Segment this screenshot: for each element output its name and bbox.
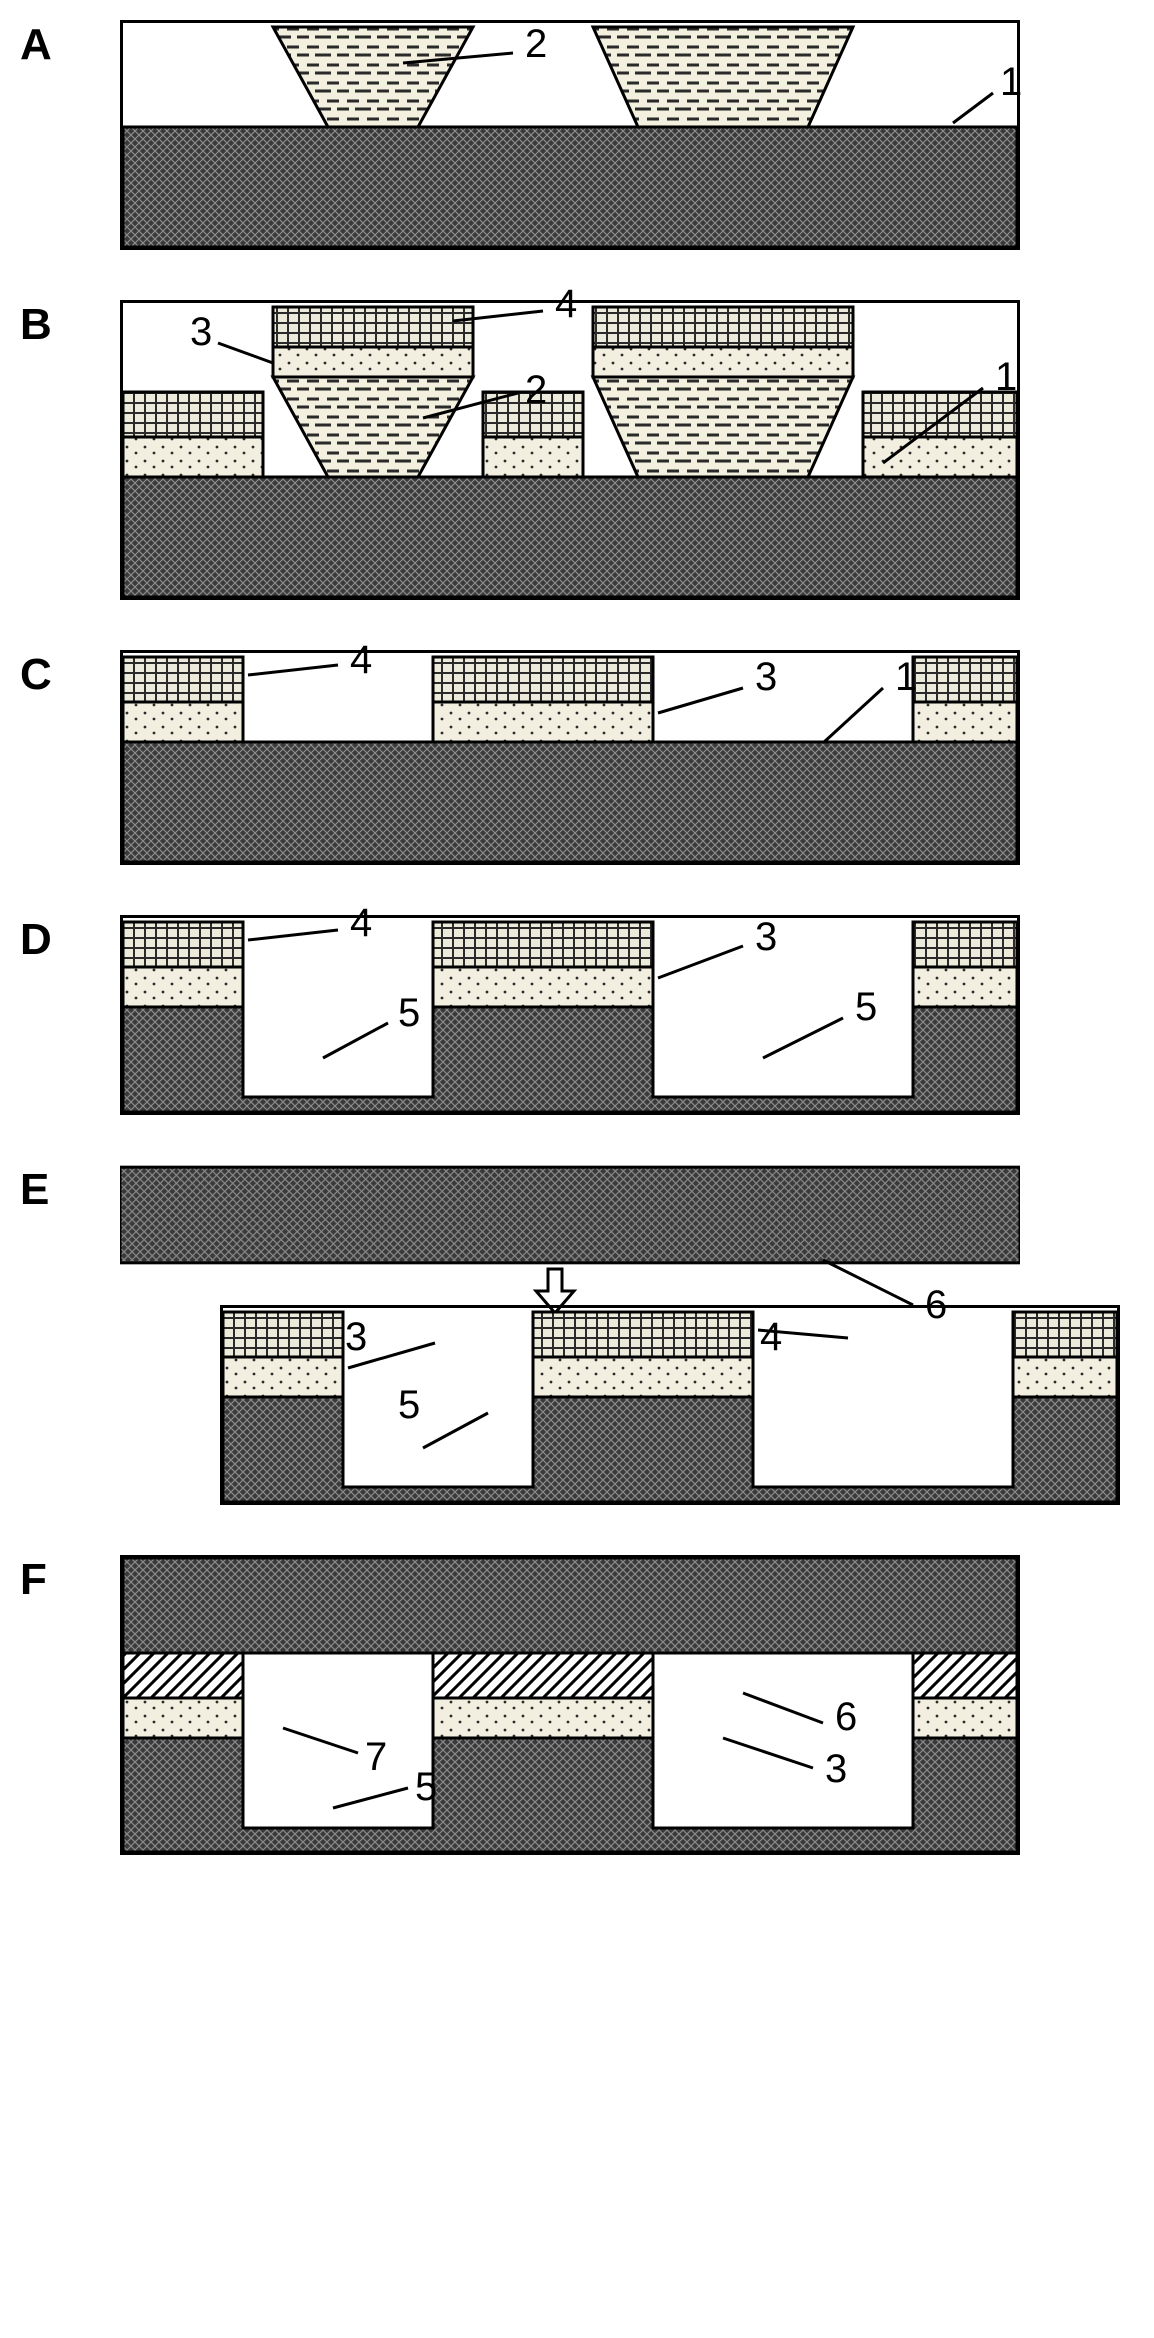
- callout-6: 6: [925, 1283, 947, 1328]
- callout-1: 1: [895, 655, 917, 700]
- callout-4: 4: [760, 1315, 782, 1360]
- panel-D: D 4 3 5 5: [20, 915, 1134, 1115]
- layer3-mid: [483, 437, 583, 477]
- layer3-left: [123, 437, 263, 477]
- callout-4: 4: [350, 901, 372, 946]
- callout-6: 6: [835, 1695, 857, 1740]
- panel-label: C: [20, 650, 52, 700]
- panel-label: B: [20, 300, 52, 350]
- diagram-F: [120, 1555, 1020, 1855]
- panel-label: A: [20, 20, 52, 70]
- callout-4: 4: [350, 638, 372, 683]
- process-figure: A 2 1 B: [20, 20, 1134, 1855]
- callout-4: 4: [555, 282, 577, 327]
- diagram-A: [120, 20, 1020, 250]
- bond-left: [123, 1653, 243, 1698]
- diagram-D: [120, 915, 1020, 1115]
- callout-1: 1: [995, 355, 1017, 400]
- diagram-C: [120, 650, 1020, 865]
- panel-label: E: [20, 1165, 49, 1215]
- trapezoid-small: [273, 27, 473, 127]
- callout-3: 3: [345, 1315, 367, 1360]
- callout-3: 3: [755, 915, 777, 960]
- callout-5-right: 5: [855, 985, 877, 1030]
- bond-right: [913, 1653, 1017, 1698]
- substrate-bonded: [123, 1738, 1017, 1852]
- trapezoid-small: [273, 377, 473, 477]
- layer4-left: [123, 392, 263, 437]
- callout-5-left: 5: [398, 991, 420, 1036]
- panel-B: B 3 4 2 1: [20, 300, 1134, 600]
- trapezoid-large: [593, 377, 853, 477]
- bond-mid: [433, 1653, 653, 1698]
- substrate-etched: [123, 1007, 1017, 1112]
- callout-3: 3: [825, 1747, 847, 1792]
- layer3-right: [863, 437, 1017, 477]
- diagram-B: [120, 300, 1020, 600]
- substrate: [123, 742, 1017, 862]
- substrate: [123, 127, 1017, 247]
- panel-C: C 4 3 1: [20, 650, 1134, 865]
- callout-5: 5: [415, 1765, 437, 1810]
- callout-2: 2: [525, 22, 547, 67]
- callout-5: 5: [398, 1383, 420, 1428]
- substrate: [123, 477, 1017, 597]
- layer4-right: [863, 392, 1017, 437]
- panel-A: A 2 1: [20, 20, 1134, 250]
- callout-2: 2: [525, 368, 547, 413]
- callout-3: 3: [190, 310, 212, 355]
- callout-3: 3: [755, 655, 777, 700]
- trapezoid-large: [593, 27, 853, 127]
- panel-E: E 3 5 4 6: [20, 1165, 1134, 1505]
- callout-7: 7: [365, 1735, 387, 1780]
- cap-wafer: [123, 1558, 1017, 1653]
- panel-label: D: [20, 915, 52, 965]
- callout-1: 1: [1000, 60, 1022, 105]
- panel-F: F 7 5 6 3: [20, 1555, 1134, 1855]
- panel-label: F: [20, 1555, 47, 1605]
